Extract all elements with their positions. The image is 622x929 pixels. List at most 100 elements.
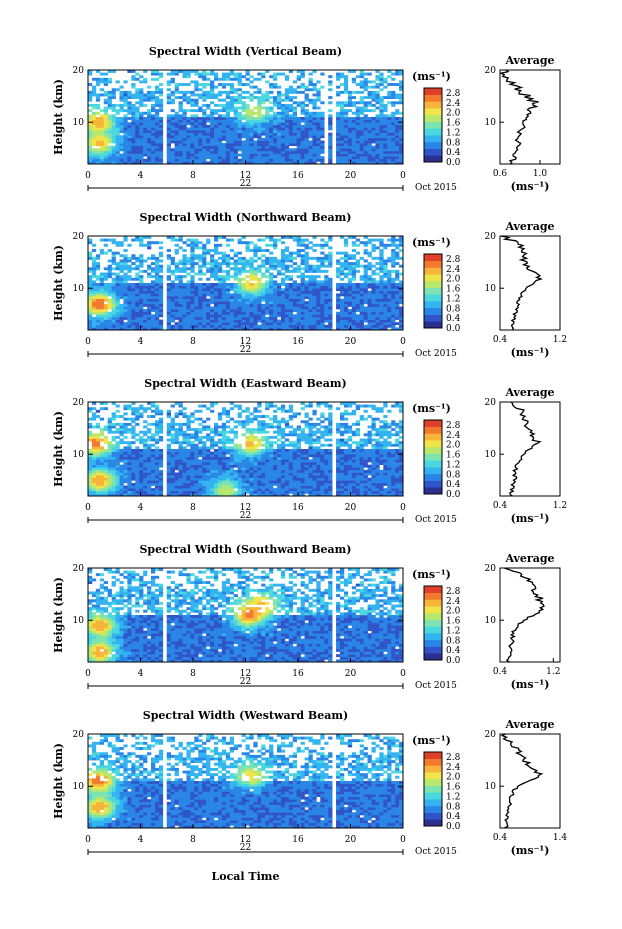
heatmap-cell — [340, 327, 345, 331]
heatmap-cell — [355, 148, 360, 152]
heatmap-cell — [355, 283, 360, 286]
heatmap-cell — [257, 106, 262, 110]
heatmap-cell — [395, 72, 400, 76]
heatmap-cell — [174, 96, 179, 100]
heatmap-cell — [127, 93, 132, 97]
heatmap-cell — [277, 298, 282, 302]
heatmap-cell — [103, 143, 108, 147]
heatmap-cell — [166, 449, 171, 452]
heatmap-cell — [166, 425, 171, 429]
heatmap-cell — [103, 311, 108, 315]
heatmap-cell — [214, 283, 219, 286]
heatmap-cell — [284, 93, 290, 97]
heatmap-cell — [202, 124, 207, 128]
heatmap-cell — [202, 109, 207, 113]
heatmap-cell — [237, 256, 242, 260]
heatmap-cell — [328, 314, 333, 318]
heatmap-cell — [170, 327, 175, 331]
heatmap-cell — [288, 153, 294, 157]
heatmap-cell — [143, 446, 148, 450]
heatmap-cell — [198, 148, 203, 152]
heatmap-cell — [284, 124, 290, 128]
heatmap-cell — [166, 464, 171, 468]
heatmap-cell — [119, 85, 124, 89]
heatmap-cell — [371, 303, 376, 307]
heatmap-cell — [91, 267, 97, 271]
heatmap-cell — [182, 293, 187, 297]
heatmap-cell — [355, 130, 360, 133]
heatmap-cell — [115, 298, 120, 302]
heatmap-cell — [300, 127, 305, 131]
heatmap-cell — [178, 143, 183, 147]
heatmap-cell — [229, 117, 234, 120]
heatmap-cell — [221, 309, 227, 313]
heatmap-cell — [154, 117, 160, 120]
heatmap-cell — [261, 296, 266, 299]
heatmap-cell — [257, 101, 262, 105]
heatmap-cell — [217, 256, 223, 260]
heatmap-cell — [300, 158, 305, 162]
heatmap-cell — [316, 298, 321, 302]
heatmap-cell — [115, 275, 120, 279]
heatmap-cell — [367, 301, 372, 305]
heatmap-cell — [170, 482, 175, 486]
heatmap-cell — [123, 249, 128, 252]
heatmap-cell — [399, 98, 404, 102]
heatmap-cell — [119, 156, 124, 160]
heatmap-cell — [174, 430, 179, 434]
heatmap-cell — [284, 90, 290, 94]
heatmap-cell — [347, 117, 353, 120]
heatmap-cell — [182, 83, 187, 86]
heatmap-cell — [119, 275, 124, 279]
heatmap-cell — [288, 143, 294, 147]
heatmap-cell — [182, 314, 187, 318]
heatmap-cell — [328, 80, 333, 84]
heatmap-cell — [359, 132, 364, 136]
heatmap-cell — [151, 143, 156, 147]
heatmap-cell — [115, 288, 120, 292]
heatmap-cell — [221, 256, 227, 260]
heatmap-cell — [280, 298, 286, 302]
heatmap-cell — [225, 103, 231, 107]
heatmap-cell — [115, 283, 120, 286]
heatmap-cell — [95, 306, 101, 310]
average-title: Average — [504, 220, 554, 233]
heatmap-cell — [111, 161, 116, 165]
heatmap-cell — [174, 316, 179, 320]
heatmap-cell — [127, 462, 132, 465]
heatmap-cell — [249, 156, 254, 160]
heatmap-cell — [95, 124, 101, 128]
heatmap-cell — [340, 290, 345, 294]
heatmap-cell — [225, 153, 231, 157]
heatmap-cell — [127, 303, 132, 307]
heatmap-cell — [174, 472, 179, 476]
heatmap-cell — [115, 148, 120, 152]
heatmap-cell — [210, 293, 215, 297]
heatmap-cell — [387, 298, 392, 302]
heatmap-cell — [170, 130, 175, 133]
heatmap-cell — [296, 124, 301, 128]
heatmap-cell — [316, 264, 321, 268]
heatmap-cell — [123, 441, 128, 445]
heatmap-cell — [135, 306, 140, 310]
heatmap-cell — [143, 137, 148, 141]
heatmap-cell — [379, 161, 384, 165]
heatmap-cell — [379, 296, 384, 299]
heatmap-cell — [135, 324, 140, 328]
heatmap-cell — [143, 77, 148, 81]
heatmap-cell — [328, 277, 333, 281]
heatmap-cell — [217, 262, 223, 266]
heatmap-cell — [99, 283, 105, 286]
heatmap-cell — [119, 143, 124, 147]
heatmap-cell — [375, 303, 380, 307]
heatmap-cell — [139, 454, 144, 458]
heatmap-cell — [91, 482, 97, 486]
heatmap-cell — [229, 161, 234, 165]
heatmap-cell — [154, 145, 160, 149]
heatmap-cell — [111, 238, 116, 242]
heatmap-cell — [135, 88, 140, 92]
heatmap-cell — [225, 303, 231, 307]
heatmap-cell — [127, 275, 132, 279]
heatmap-cell — [269, 322, 274, 326]
heatmap-cell — [355, 322, 360, 326]
